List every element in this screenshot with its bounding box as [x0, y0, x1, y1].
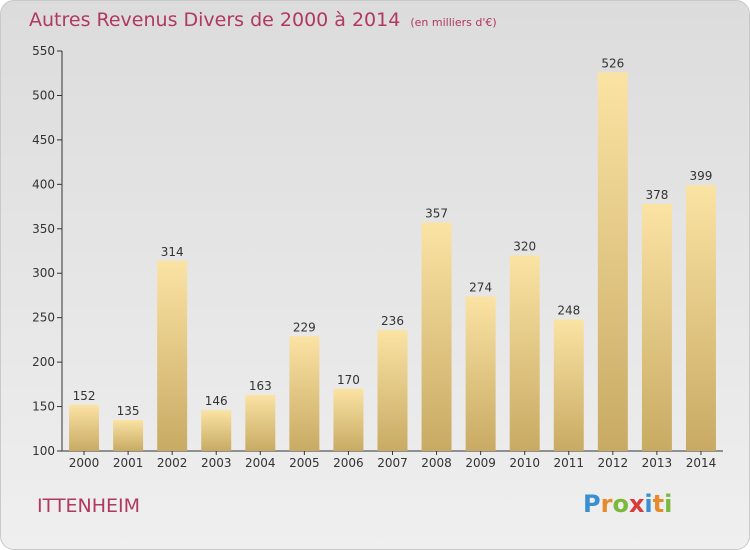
x-tick-label: 2010	[509, 456, 540, 470]
logo-letter: P	[583, 490, 601, 518]
x-tick-label: 2009	[465, 456, 496, 470]
bar-2009	[465, 296, 496, 451]
x-tick-label: 2005	[289, 456, 320, 470]
y-tick-label: 400	[32, 177, 55, 191]
x-tick-label: 2007	[377, 456, 408, 470]
y-tick-label: 150	[32, 400, 55, 414]
bar-value-label: 399	[690, 169, 713, 183]
logo-letter: x	[628, 490, 645, 518]
bar-2003	[201, 410, 232, 451]
x-tick-label: 2008	[421, 456, 452, 470]
x-tick-label: 2013	[642, 456, 673, 470]
bar-2013	[641, 203, 672, 451]
bar-2007	[377, 330, 408, 451]
bar-2006	[333, 388, 364, 451]
commune-name: ITTENHEIM	[37, 495, 140, 517]
x-tick-label: 2000	[69, 456, 100, 470]
bar-value-label: 152	[73, 389, 96, 403]
logo-letter: i	[664, 490, 673, 518]
y-tick-label: 350	[32, 222, 55, 236]
x-tick-label: 2004	[245, 456, 276, 470]
proxiti-logo: Proxiti	[583, 490, 672, 518]
bar-value-label: 170	[337, 373, 360, 387]
bar-value-label: 135	[117, 404, 140, 418]
chart-title: Autres Revenus Divers de 2000 à 2014 (en…	[29, 9, 497, 31]
bar-2014	[685, 185, 716, 451]
bar-2011	[553, 319, 584, 451]
x-tick-label: 2003	[201, 456, 232, 470]
y-tick-label: 250	[32, 311, 55, 325]
y-tick-label: 300	[32, 266, 55, 280]
bar-2002	[157, 260, 188, 451]
bar-value-label: 357	[425, 207, 448, 221]
bar-value-label: 163	[249, 379, 272, 393]
y-tick-label: 100	[32, 444, 55, 458]
bar-value-label: 229	[293, 320, 316, 334]
bar-2010	[509, 255, 540, 451]
y-tick-label: 200	[32, 355, 55, 369]
x-tick-label: 2012	[598, 456, 629, 470]
bar-2000	[69, 404, 100, 451]
y-tick-label: 550	[32, 44, 55, 58]
logo-letter: o	[612, 490, 629, 518]
x-tick-label: 2011	[553, 456, 584, 470]
logo-letter: i	[644, 490, 653, 518]
chart-subtitle: (en milliers d'€)	[410, 16, 497, 29]
bar-2008	[421, 222, 452, 451]
bar-2005	[289, 336, 320, 451]
x-tick-label: 2002	[157, 456, 188, 470]
bar-value-label: 274	[469, 280, 492, 294]
bar-value-label: 314	[161, 245, 184, 259]
bar-2001	[113, 419, 144, 451]
bar-value-label: 236	[381, 314, 404, 328]
x-tick-label: 2006	[333, 456, 364, 470]
bar-value-label: 526	[601, 56, 624, 70]
bar-value-label: 146	[205, 394, 228, 408]
chart-title-text: Autres Revenus Divers de 2000 à 2014	[29, 9, 401, 31]
bar-value-label: 320	[513, 239, 536, 253]
x-tick-label: 2001	[113, 456, 144, 470]
bar-value-label: 248	[557, 303, 580, 317]
logo-letter: r	[600, 490, 613, 518]
bar-2012	[597, 72, 628, 451]
x-tick-label: 2014	[686, 456, 717, 470]
chart-bars: 152 135 314 146 163 229 170 236 357 274 320 248 526 3…	[69, 56, 716, 451]
y-tick-label: 450	[32, 133, 55, 147]
y-tick-label: 500	[32, 88, 55, 102]
bar-2004	[245, 395, 276, 451]
logo-letter: t	[652, 490, 665, 518]
bar-value-label: 378	[645, 188, 668, 202]
